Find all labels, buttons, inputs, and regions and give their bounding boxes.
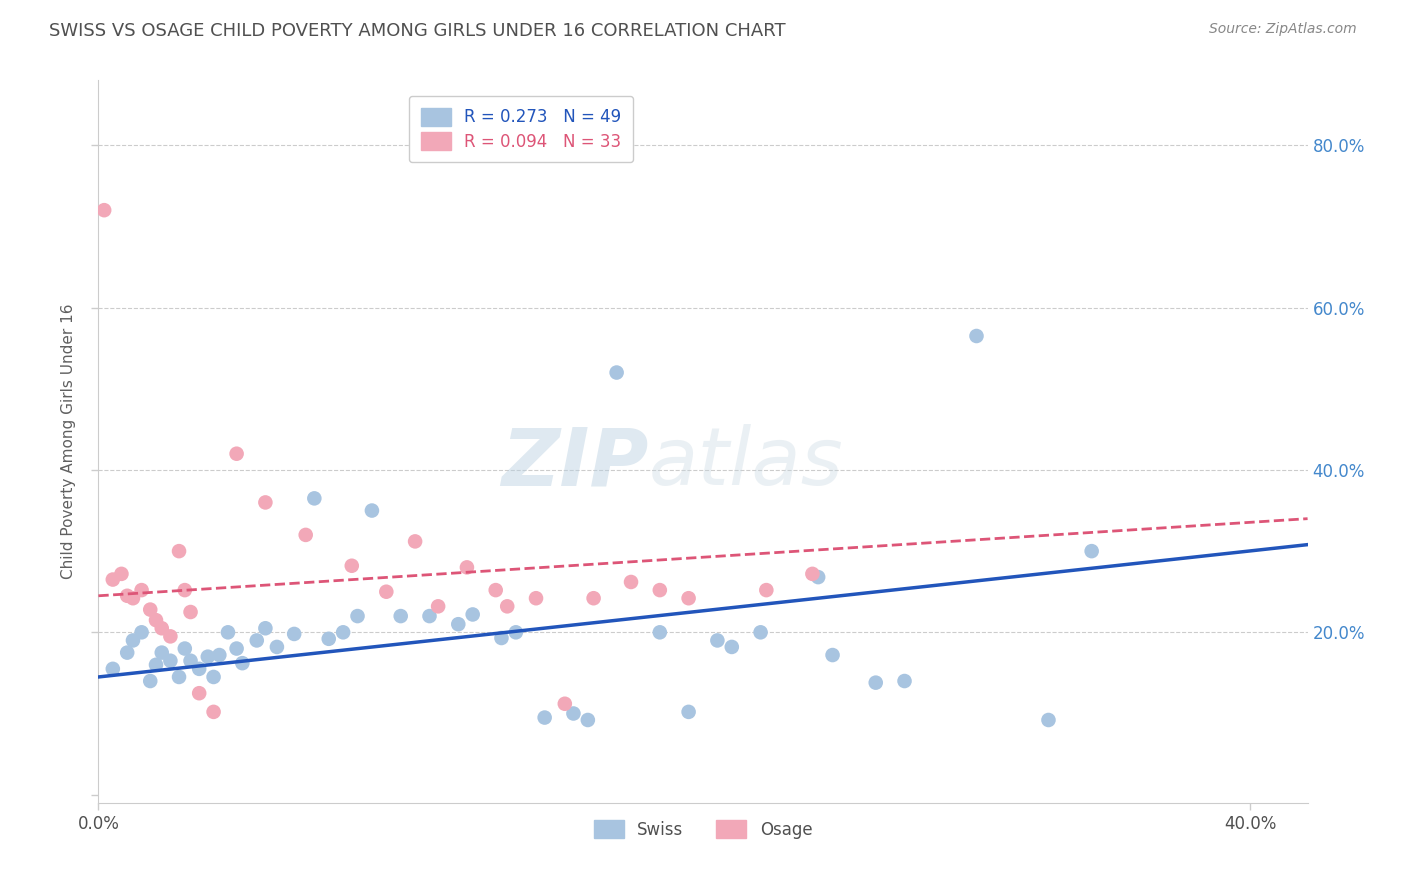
Point: [266, 640, 288, 654]
Point: [491, 631, 513, 645]
Point: [427, 599, 450, 614]
Point: [254, 621, 277, 635]
Text: atlas: atlas: [648, 425, 844, 502]
Point: [375, 584, 398, 599]
Point: [562, 706, 585, 721]
Point: [461, 607, 484, 622]
Point: [582, 591, 605, 606]
Point: [505, 625, 527, 640]
Point: [246, 633, 269, 648]
Point: [208, 648, 231, 662]
Point: [524, 591, 547, 606]
Point: [678, 705, 700, 719]
Point: [496, 599, 519, 614]
Point: [145, 613, 167, 627]
Point: [101, 662, 124, 676]
Point: [122, 591, 145, 606]
Point: [159, 654, 181, 668]
Point: [620, 574, 643, 589]
Point: [202, 670, 225, 684]
Point: [173, 583, 195, 598]
Point: [122, 633, 145, 648]
Point: [893, 673, 915, 688]
Point: [283, 627, 305, 641]
Point: [225, 641, 247, 656]
Point: [648, 625, 671, 640]
Point: [749, 625, 772, 640]
Point: [1080, 544, 1102, 558]
Point: [332, 625, 354, 640]
Point: [202, 705, 225, 719]
Point: [361, 503, 384, 517]
Point: [180, 654, 202, 668]
Point: [318, 632, 340, 646]
Point: [807, 570, 830, 584]
Y-axis label: Child Poverty Among Girls Under 16: Child Poverty Among Girls Under 16: [60, 304, 76, 579]
Point: [115, 589, 138, 603]
Point: [606, 366, 628, 380]
Point: [197, 649, 219, 664]
Point: [294, 528, 316, 542]
Point: [139, 673, 162, 688]
Point: [188, 662, 211, 676]
Point: [254, 495, 277, 509]
Point: [801, 566, 824, 581]
Text: SWISS VS OSAGE CHILD POVERTY AMONG GIRLS UNDER 16 CORRELATION CHART: SWISS VS OSAGE CHILD POVERTY AMONG GIRLS…: [49, 22, 786, 40]
Point: [150, 646, 173, 660]
Point: [447, 617, 470, 632]
Point: [554, 697, 576, 711]
Point: [173, 641, 195, 656]
Point: [340, 558, 363, 573]
Point: [304, 491, 326, 506]
Point: [139, 602, 162, 616]
Point: [180, 605, 202, 619]
Point: [648, 583, 671, 598]
Point: [110, 566, 132, 581]
Point: [93, 203, 115, 218]
Point: [720, 640, 742, 654]
Point: [404, 534, 426, 549]
Point: [217, 625, 239, 640]
Point: [101, 573, 124, 587]
Point: [115, 646, 138, 660]
Text: ZIP: ZIP: [501, 425, 648, 502]
Point: [145, 657, 167, 672]
Point: [188, 686, 211, 700]
Point: [231, 656, 253, 670]
Point: [821, 648, 844, 662]
Point: [533, 710, 555, 724]
Point: [159, 629, 181, 643]
Point: [576, 713, 599, 727]
Point: [131, 583, 153, 598]
Point: [167, 670, 190, 684]
Point: [346, 609, 368, 624]
Point: [678, 591, 700, 606]
Point: [485, 583, 508, 598]
Point: [225, 447, 247, 461]
Point: [150, 621, 173, 635]
Point: [456, 560, 478, 574]
Point: [418, 609, 440, 624]
Point: [755, 583, 778, 598]
Legend: Swiss, Osage: Swiss, Osage: [583, 810, 823, 848]
Point: [706, 633, 728, 648]
Point: [131, 625, 153, 640]
Point: [865, 675, 887, 690]
Text: Source: ZipAtlas.com: Source: ZipAtlas.com: [1209, 22, 1357, 37]
Point: [167, 544, 190, 558]
Point: [1038, 713, 1060, 727]
Point: [966, 329, 988, 343]
Point: [389, 609, 412, 624]
